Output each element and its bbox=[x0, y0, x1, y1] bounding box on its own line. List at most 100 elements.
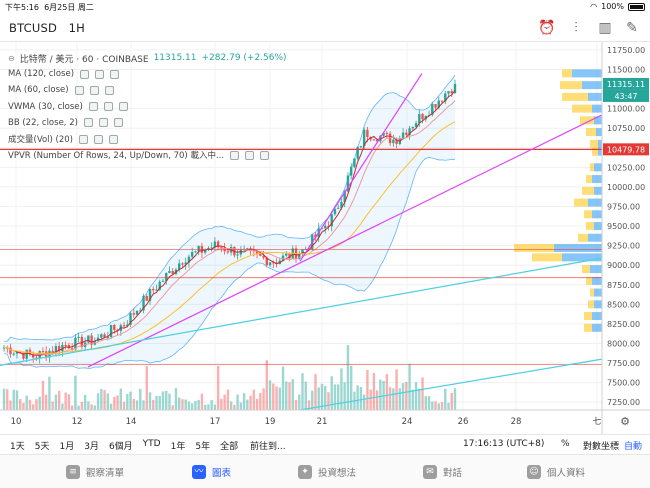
tab-watchlist[interactable]: ≡ 觀察清單 bbox=[66, 465, 124, 479]
interval-selector[interactable]: 1H bbox=[68, 21, 85, 35]
log-scale-toggle[interactable]: 對數坐標 bbox=[583, 442, 620, 452]
symbol-selector[interactable]: BTCUSD 1H bbox=[9, 21, 85, 35]
volume-bar bbox=[80, 401, 84, 410]
volume-bar bbox=[126, 393, 129, 410]
candle-body bbox=[203, 250, 207, 253]
price-tick-label: 10750.00 bbox=[607, 124, 645, 133]
vpvr-up-bar bbox=[586, 276, 592, 285]
battery-icon bbox=[628, 2, 645, 11]
volume-bar bbox=[184, 399, 187, 410]
candle-body bbox=[165, 273, 168, 281]
indicator-row[interactable]: MA (120, close) bbox=[8, 66, 287, 82]
price-chart[interactable]: 11750.0011500.0011000.0010750.0010500.00… bbox=[0, 42, 650, 434]
price-tick-label: 8750.00 bbox=[607, 281, 640, 290]
close-icon bbox=[110, 69, 120, 79]
volume-bar bbox=[291, 379, 294, 410]
price-tick-label: 10250.00 bbox=[607, 163, 645, 172]
vpvr-up-bar bbox=[590, 288, 594, 297]
range-button[interactable]: 1天 bbox=[10, 442, 25, 452]
volume-bar bbox=[129, 391, 132, 410]
indicators-icon[interactable]: ⫶ bbox=[574, 20, 578, 36]
layout-icon[interactable]: ▥ bbox=[598, 20, 612, 36]
last-price-label-bg bbox=[603, 77, 649, 90]
indicator-row[interactable]: BB (22, close, 2) bbox=[8, 115, 287, 131]
candle-body bbox=[336, 207, 340, 209]
tab-chat[interactable]: ✉ 對話 bbox=[423, 465, 462, 479]
range-button[interactable]: 6個月 bbox=[108, 442, 133, 452]
auto-scale-toggle[interactable]: 自動 bbox=[624, 442, 643, 452]
candle-body bbox=[61, 344, 64, 352]
volume-bar bbox=[249, 395, 252, 410]
indicator-row[interactable]: MA (60, close) bbox=[8, 82, 287, 98]
volume-bar bbox=[38, 396, 41, 410]
chart-grid bbox=[0, 42, 602, 410]
status-time: 下午5:16 6月25日 周二 bbox=[5, 3, 94, 12]
volume-bar bbox=[74, 375, 77, 410]
candle-body bbox=[444, 93, 447, 102]
volume-bar bbox=[132, 399, 135, 410]
vpvr-up-bar bbox=[582, 265, 590, 274]
tab-ideas[interactable]: ✦ 投資想法 bbox=[298, 465, 356, 479]
volume-bar bbox=[272, 383, 275, 410]
volume-bar bbox=[405, 381, 408, 410]
indicator-row[interactable]: VWMA (30, close) bbox=[8, 99, 287, 115]
chart-icon: 〰 bbox=[192, 465, 206, 479]
chart-legend: ⊖ 比特幣 / 美元 · 60 · COINBASE 11315.11 +282… bbox=[8, 50, 287, 163]
range-button[interactable]: 5天 bbox=[34, 442, 50, 452]
candle-body bbox=[100, 334, 103, 338]
candle-body bbox=[375, 139, 379, 142]
clock-timezone[interactable]: 17:16:13 (UTC+8) bbox=[463, 439, 545, 449]
volume-bar bbox=[288, 382, 291, 410]
range-button[interactable]: 1月 bbox=[59, 442, 75, 452]
candle-body bbox=[190, 252, 194, 257]
candle-body bbox=[216, 241, 220, 248]
tab-chart[interactable]: 〰圖表 bbox=[192, 465, 231, 479]
range-button[interactable]: 1年 bbox=[170, 442, 186, 452]
chart-area[interactable]: 11750.0011500.0011000.0010750.0010500.00… bbox=[0, 42, 650, 434]
collapse-icon[interactable]: ⊖ bbox=[8, 53, 15, 63]
volume-bar bbox=[317, 387, 320, 410]
volume-bar bbox=[152, 399, 155, 410]
range-button[interactable]: 5年 bbox=[195, 442, 211, 452]
volume-bar bbox=[22, 402, 25, 410]
candle-body bbox=[262, 255, 265, 258]
candle-body bbox=[213, 241, 217, 248]
volume-bar bbox=[246, 399, 249, 410]
horizontal-lines bbox=[0, 148, 602, 365]
alarm-add-icon[interactable]: ⏰ bbox=[538, 20, 556, 36]
volume-bar bbox=[314, 374, 317, 410]
drawing-tools-icon[interactable]: ✎ bbox=[626, 20, 638, 36]
tab-profile[interactable]: ☺ 個人資料 bbox=[527, 465, 585, 479]
range-button[interactable]: 3月 bbox=[84, 442, 99, 452]
vpvr-up-bar bbox=[584, 312, 592, 321]
settings-icon bbox=[103, 102, 113, 112]
visibility-icon bbox=[230, 150, 240, 160]
time-tick-label: 26 bbox=[458, 417, 469, 427]
candle-body bbox=[90, 335, 93, 345]
countdown-label: 43:47 bbox=[614, 92, 637, 101]
candle-body bbox=[187, 256, 191, 263]
settings-icon bbox=[94, 134, 103, 144]
vpvr-down-bar bbox=[596, 128, 602, 137]
indicator-row[interactable]: 成交量(Vol) (20) bbox=[8, 131, 287, 147]
goto-button[interactable]: 前往到... bbox=[250, 442, 286, 452]
indicator-row[interactable]: VPVR (Number Of Rows, 24, Up/Down, 70) 載… bbox=[8, 147, 287, 163]
range-button[interactable]: YTD bbox=[142, 439, 161, 449]
hline-price-label: 10479.78 bbox=[607, 145, 645, 154]
volume-bar bbox=[116, 395, 119, 410]
range-button[interactable]: 全部 bbox=[220, 442, 239, 452]
volume-bar bbox=[35, 399, 38, 410]
volume-bar bbox=[242, 393, 246, 410]
settings-icon bbox=[95, 69, 105, 79]
axes: 11750.0011500.0011000.0010750.0010500.00… bbox=[0, 42, 650, 434]
visibility-icon bbox=[74, 85, 84, 95]
percent-scale-toggle[interactable]: % bbox=[561, 439, 570, 449]
settings-icon bbox=[89, 85, 99, 95]
candle-body bbox=[330, 214, 333, 227]
volume-bar bbox=[440, 402, 444, 410]
candle-body bbox=[178, 263, 181, 270]
volume-bar bbox=[229, 401, 233, 410]
time-tick-label: 24 bbox=[402, 417, 413, 427]
legend-head: ⊖ 比特幣 / 美元 · 60 · COINBASE 11315.11 +282… bbox=[8, 50, 287, 66]
volume-bar bbox=[278, 387, 281, 410]
